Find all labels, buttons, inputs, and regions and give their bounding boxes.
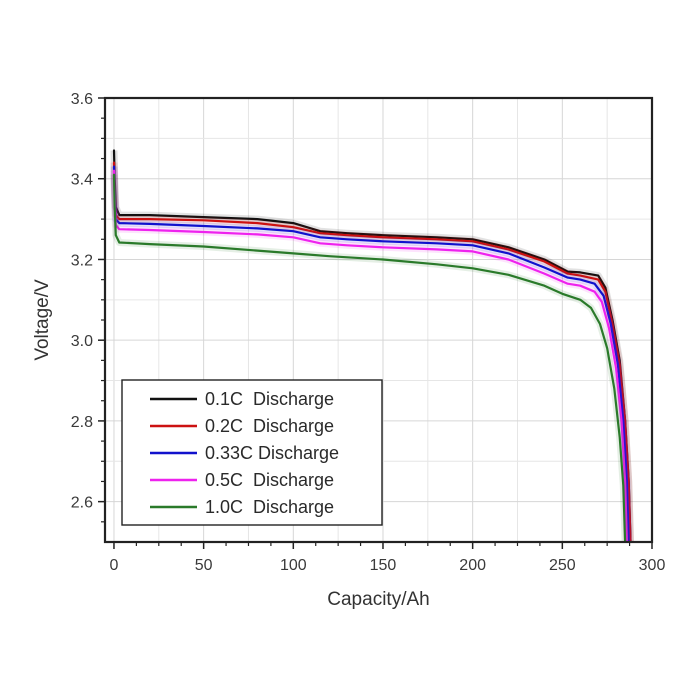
y-tick-label: 3.6 bbox=[71, 91, 93, 108]
x-tick-label: 250 bbox=[549, 557, 576, 574]
legend: 0.1C Discharge 0.2C Discharge 0.33C Discha… bbox=[121, 379, 383, 526]
series-line bbox=[112, 173, 627, 542]
tick-labels: 0 50 100 150 200 250 300 2.6 2.8 3.0 3.2 3.4 3.6 bbox=[71, 91, 666, 574]
legend-label: 0.2C Discharge bbox=[205, 416, 334, 436]
legend-label: 0.33C Discharge bbox=[205, 443, 339, 463]
y-tick-label: 3.2 bbox=[71, 252, 93, 269]
y-tick-label: 2.8 bbox=[71, 414, 93, 431]
series-group bbox=[110, 149, 634, 542]
series-line bbox=[112, 169, 628, 542]
x-tick-label: 200 bbox=[459, 557, 486, 574]
legend-label: 1.0C Discharge bbox=[205, 497, 334, 517]
x-tick-label: 0 bbox=[110, 557, 119, 574]
x-tick-label: 150 bbox=[370, 557, 397, 574]
x-tick-label: 50 bbox=[195, 557, 213, 574]
x-tick-label: 100 bbox=[280, 557, 307, 574]
series-line bbox=[112, 161, 632, 542]
legend-label: 0.1C Discharge bbox=[205, 389, 334, 409]
x-tick-label: 300 bbox=[639, 557, 666, 574]
y-tick-label: 3.4 bbox=[71, 172, 93, 189]
y-tick-label: 3.0 bbox=[71, 333, 93, 350]
series-line bbox=[112, 165, 630, 542]
axis-ticks bbox=[98, 97, 653, 549]
y-tick-label: 2.6 bbox=[71, 495, 93, 512]
x-axis-label: Capacity/Ah bbox=[327, 589, 429, 610]
legend-label: 0.5C Discharge bbox=[205, 470, 334, 490]
y-axis-label: Voltage/V bbox=[32, 279, 53, 361]
